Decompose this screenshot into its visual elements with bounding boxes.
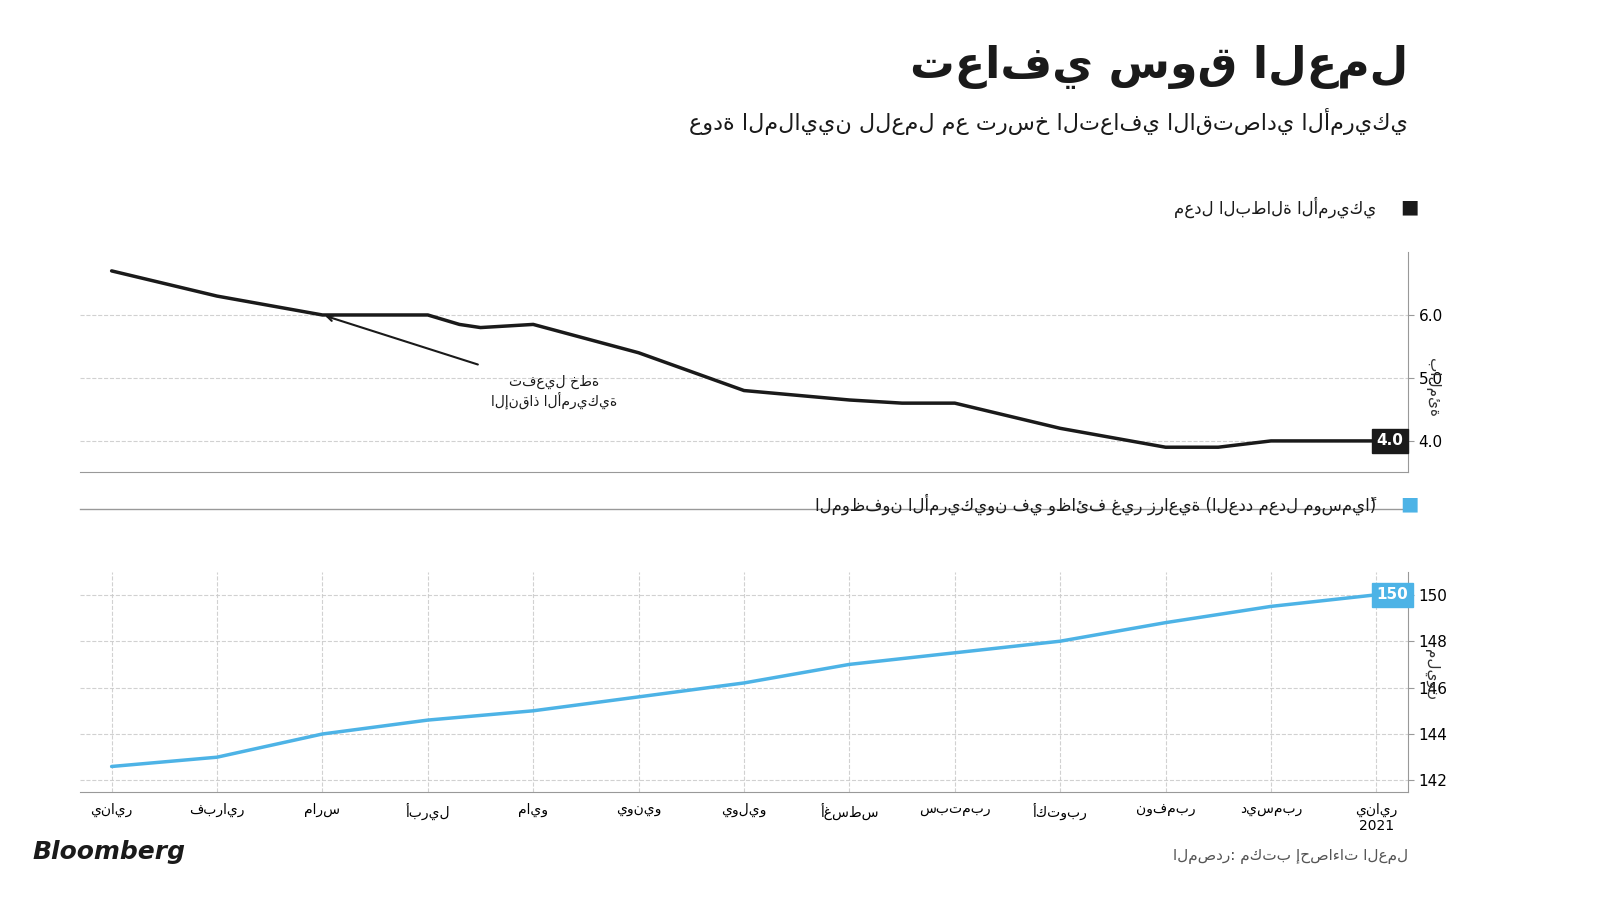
Text: عودة الملايين للعمل مع ترسخ التعافي الاقتصادي الأمريكي: عودة الملايين للعمل مع ترسخ التعافي الاق… bbox=[690, 108, 1408, 135]
Text: ■: ■ bbox=[1400, 494, 1418, 514]
Text: تعافي سوق العمل: تعافي سوق العمل bbox=[910, 45, 1408, 89]
Text: معدل البطالة الأمريكي: معدل البطالة الأمريكي bbox=[1174, 196, 1376, 218]
Text: الموظفون الأمريكيون في وظائف غير زراعية (العدد معدل موسمياً): الموظفون الأمريكيون في وظائف غير زراعية … bbox=[814, 493, 1376, 515]
Text: المصدر: مكتب إحصاءات العمل: المصدر: مكتب إحصاءات العمل bbox=[1173, 849, 1408, 864]
Text: تفعيل خطة
الإنقاذ الأمريكية: تفعيل خطة الإنقاذ الأمريكية bbox=[491, 374, 618, 410]
Text: Bloomberg: Bloomberg bbox=[32, 840, 186, 864]
Text: بالمئة: بالمئة bbox=[1424, 357, 1440, 417]
Text: ■: ■ bbox=[1400, 197, 1418, 217]
Text: 4.0: 4.0 bbox=[1376, 434, 1403, 448]
Text: مليون: مليون bbox=[1424, 650, 1440, 700]
Text: 150: 150 bbox=[1376, 588, 1408, 602]
